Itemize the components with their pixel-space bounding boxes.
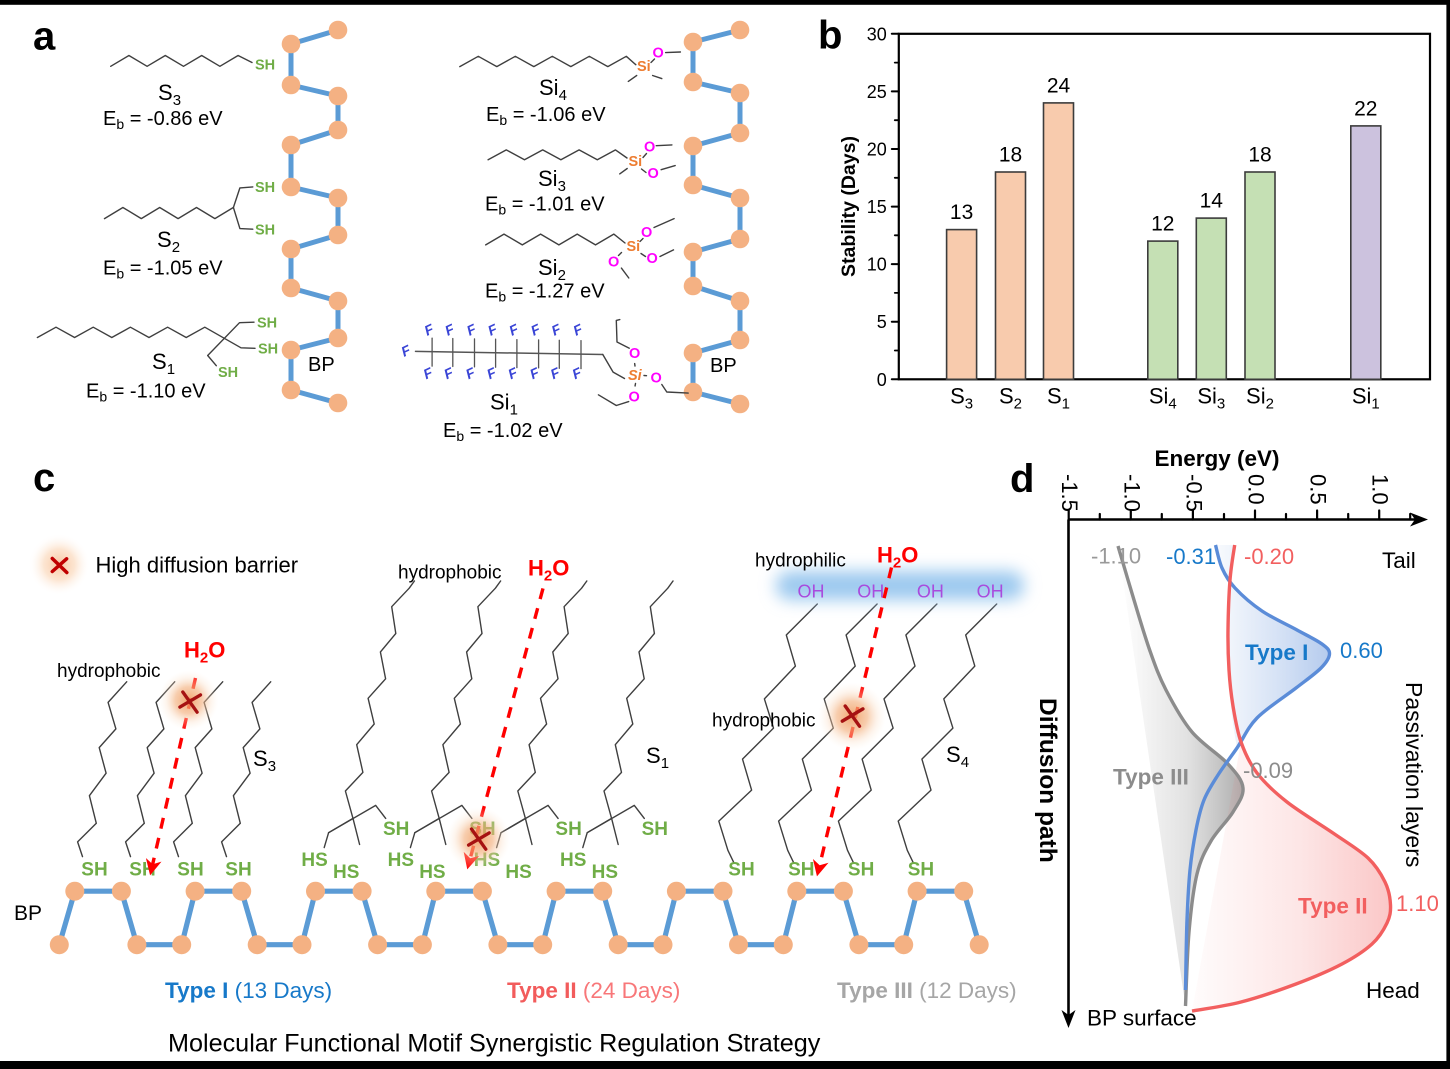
svg-text:High diffusion barrier: High diffusion barrier	[96, 553, 299, 578]
svg-text:SH: SH	[218, 365, 238, 381]
svg-text:-1.10: -1.10	[1091, 544, 1141, 569]
svg-text:Si1: Si1	[490, 390, 518, 419]
svg-text:25: 25	[867, 82, 887, 102]
svg-text:BP: BP	[710, 355, 737, 377]
svg-text:20: 20	[867, 140, 887, 160]
svg-text:1.10: 1.10	[1396, 891, 1439, 916]
svg-text:14: 14	[1200, 190, 1224, 213]
svg-text:BP: BP	[308, 354, 335, 376]
svg-text:HS: HS	[333, 862, 359, 883]
svg-text:Type I: Type I	[1245, 640, 1308, 665]
svg-text:Tail: Tail	[1382, 548, 1416, 573]
svg-text:SH: SH	[225, 860, 251, 881]
svg-text:Type II (24 Days): Type II (24 Days)	[507, 978, 680, 1003]
svg-text:d: d	[1010, 457, 1034, 501]
svg-text:Energy (eV): Energy (eV)	[1154, 446, 1279, 471]
svg-text:O: O	[629, 390, 640, 406]
svg-text:-0.5: -0.5	[1181, 474, 1206, 512]
svg-text:OH: OH	[977, 582, 1004, 602]
svg-text:SH: SH	[728, 860, 754, 881]
svg-text:hydrophobic: hydrophobic	[398, 563, 502, 584]
svg-text:b: b	[818, 14, 842, 58]
svg-text:Type I (13 Days): Type I (13 Days)	[165, 978, 332, 1003]
svg-text:-0.09: -0.09	[1243, 758, 1293, 783]
svg-text:H2O: H2O	[184, 638, 225, 667]
svg-text:a: a	[33, 14, 56, 58]
svg-text:0.60: 0.60	[1340, 638, 1383, 663]
svg-text:Si: Si	[637, 59, 651, 75]
svg-text:5: 5	[877, 312, 887, 332]
svg-text:Type III: Type III	[1113, 765, 1189, 790]
svg-text:O: O	[644, 140, 655, 156]
svg-text:18: 18	[1248, 144, 1271, 167]
svg-text:OH: OH	[857, 582, 884, 602]
svg-text:hydrophilic: hydrophilic	[755, 551, 846, 572]
svg-text:Molecular Functional Motif Syn: Molecular Functional Motif Synergistic R…	[168, 1030, 821, 1058]
svg-text:22: 22	[1354, 97, 1377, 120]
svg-text:1.0: 1.0	[1368, 474, 1393, 505]
svg-text:0: 0	[877, 370, 887, 390]
svg-text:10: 10	[867, 255, 887, 275]
svg-text:SH: SH	[257, 316, 277, 332]
svg-text:O: O	[629, 346, 640, 362]
svg-text:SH: SH	[81, 860, 107, 881]
svg-text:hydrophobic: hydrophobic	[57, 661, 161, 682]
svg-text:SH: SH	[258, 342, 278, 358]
svg-text:O: O	[653, 46, 664, 62]
svg-text:HS: HS	[505, 862, 531, 883]
svg-text:SH: SH	[255, 58, 275, 74]
svg-text:Si: Si	[628, 368, 643, 384]
svg-text:SH: SH	[255, 180, 275, 196]
svg-text:SH: SH	[908, 860, 934, 881]
svg-text:hydrophobic: hydrophobic	[712, 711, 816, 732]
svg-text:HS: HS	[301, 850, 327, 871]
svg-text:13: 13	[950, 201, 973, 224]
svg-text:HS: HS	[388, 850, 414, 871]
svg-text:SH: SH	[788, 860, 814, 881]
svg-text:SH: SH	[383, 819, 409, 840]
svg-text:Si: Si	[629, 154, 643, 170]
svg-text:O: O	[608, 255, 619, 271]
svg-text:12: 12	[1151, 213, 1174, 236]
svg-text:Eb = -0.86 eV: Eb = -0.86 eV	[103, 108, 223, 132]
svg-text:BP: BP	[14, 902, 42, 925]
svg-text:c: c	[33, 456, 55, 500]
svg-text:HS: HS	[592, 862, 618, 883]
svg-text:15: 15	[867, 197, 887, 217]
svg-text:BP surface: BP surface	[1087, 1006, 1197, 1031]
svg-text:SH: SH	[255, 223, 275, 239]
svg-text:18: 18	[999, 144, 1022, 167]
svg-text:Type III (12 Days): Type III (12 Days)	[837, 978, 1017, 1003]
svg-text:SH: SH	[177, 860, 203, 881]
svg-text:Passivation layers: Passivation layers	[1401, 682, 1427, 867]
svg-text:SH: SH	[642, 819, 668, 840]
svg-text:-0.31: -0.31	[1166, 544, 1216, 569]
svg-text:Diffusion path: Diffusion path	[1034, 698, 1061, 863]
svg-text:OH: OH	[917, 582, 944, 602]
svg-text:Type II: Type II	[1298, 894, 1368, 919]
svg-text:30: 30	[867, 24, 887, 44]
svg-text:Head: Head	[1366, 978, 1420, 1003]
svg-text:HS: HS	[419, 862, 445, 883]
svg-text:-1.5: -1.5	[1057, 474, 1082, 512]
svg-text:-0.20: -0.20	[1244, 544, 1294, 569]
svg-text:Stability (Days): Stability (Days)	[838, 136, 860, 277]
svg-text:O: O	[641, 225, 652, 241]
svg-text:Eb = -1.27 eV: Eb = -1.27 eV	[485, 281, 605, 305]
svg-text:0.5: 0.5	[1306, 474, 1331, 505]
svg-text:0.0: 0.0	[1244, 474, 1269, 505]
svg-text:Si: Si	[627, 239, 641, 255]
svg-text:24: 24	[1047, 74, 1071, 97]
svg-text:O: O	[651, 371, 662, 387]
svg-text:-1.0: -1.0	[1119, 474, 1144, 512]
svg-text:SH: SH	[555, 819, 581, 840]
svg-text:OH: OH	[798, 582, 825, 602]
svg-text:O: O	[647, 251, 658, 267]
svg-text:SH: SH	[848, 860, 874, 881]
svg-text:O: O	[648, 166, 659, 182]
svg-text:HS: HS	[560, 850, 586, 871]
